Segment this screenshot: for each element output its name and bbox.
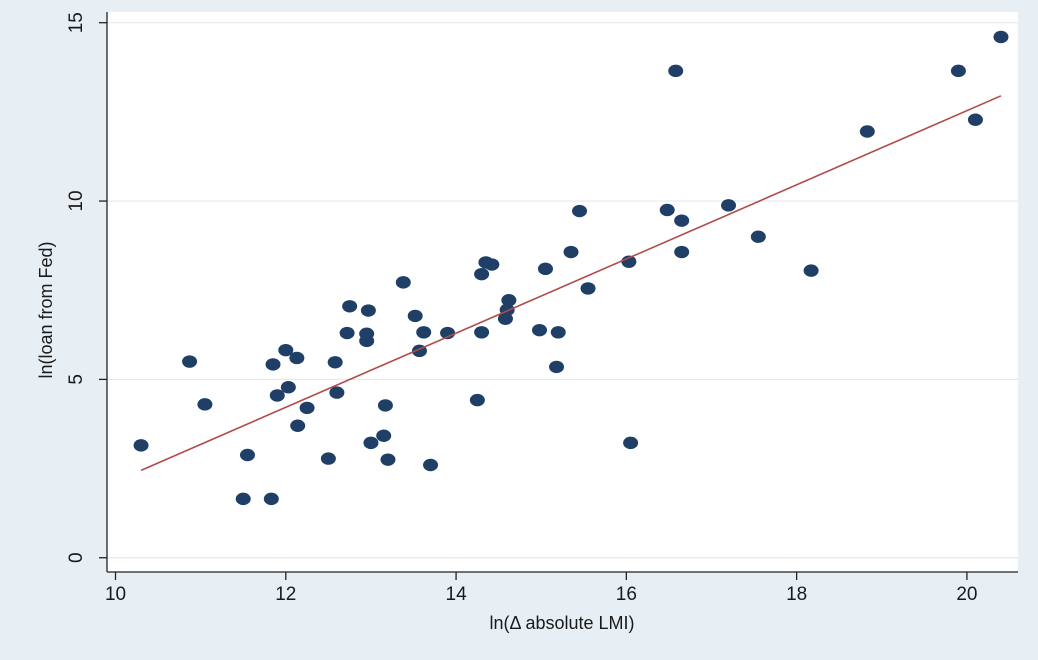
- data-point: [416, 326, 432, 339]
- x-axis-title: ln(Δ absolute LMI): [489, 613, 634, 633]
- data-point: [280, 381, 296, 394]
- data-point: [993, 30, 1009, 44]
- data-point: [363, 436, 379, 450]
- data-point: [474, 326, 490, 339]
- data-point: [299, 401, 315, 415]
- data-point: [501, 294, 517, 307]
- data-point: [239, 448, 255, 462]
- data-point: [580, 282, 596, 295]
- data-point: [549, 360, 565, 374]
- data-point: [182, 355, 198, 368]
- data-point: [474, 267, 490, 281]
- data-point: [550, 326, 566, 339]
- data-point: [469, 393, 485, 407]
- x-tick-label: 16: [616, 584, 637, 605]
- data-point: [377, 399, 393, 412]
- data-point: [484, 258, 500, 271]
- y-tick-label: 0: [66, 552, 87, 563]
- x-axis-ticks: 10 12 14 16 18 20: [105, 572, 977, 605]
- data-point: [380, 453, 396, 466]
- data-point: [197, 398, 213, 411]
- data-point: [537, 262, 553, 276]
- data-point: [563, 245, 579, 259]
- plot-area: [107, 12, 1018, 572]
- data-point: [359, 327, 375, 340]
- x-tick-label: 20: [956, 584, 977, 605]
- gridlines: [107, 22, 1018, 559]
- data-point: [320, 452, 336, 465]
- data-point: [623, 436, 639, 450]
- data-point: [395, 276, 411, 289]
- data-point: [269, 389, 285, 402]
- data-point: [674, 214, 690, 227]
- x-tick-label: 18: [786, 584, 807, 605]
- data-point: [327, 356, 343, 369]
- x-tick-label: 10: [105, 584, 126, 605]
- data-point: [967, 113, 983, 126]
- data-point: [750, 230, 766, 243]
- y-axis-ticks: 0 5 10 15: [66, 12, 107, 563]
- fitted-line: [140, 95, 1002, 472]
- data-point: [342, 300, 358, 313]
- data-point: [133, 439, 149, 452]
- data-points: [133, 30, 1009, 506]
- y-axis-title: ln(loan from Fed): [36, 241, 56, 378]
- x-tick-label: 12: [275, 584, 296, 605]
- data-point: [668, 64, 684, 78]
- data-point: [572, 204, 588, 218]
- data-point: [621, 255, 637, 268]
- data-point: [235, 492, 251, 506]
- data-point: [289, 351, 305, 365]
- data-point: [950, 64, 966, 78]
- data-point: [265, 358, 281, 371]
- data-point: [329, 386, 345, 399]
- data-point: [376, 429, 392, 442]
- data-point: [721, 199, 737, 212]
- data-point: [659, 203, 675, 217]
- data-point: [859, 125, 875, 138]
- data-point: [360, 304, 376, 317]
- data-point: [674, 245, 690, 259]
- y-tick-label: 10: [66, 190, 87, 211]
- data-point: [440, 326, 456, 340]
- y-tick-label: 15: [66, 12, 87, 33]
- data-point: [803, 264, 819, 277]
- data-point: [278, 343, 294, 357]
- data-point: [290, 419, 306, 432]
- data-point: [339, 326, 355, 340]
- data-point: [407, 309, 423, 323]
- y-tick-label: 5: [66, 374, 87, 385]
- data-point: [532, 323, 548, 337]
- data-point: [423, 458, 439, 472]
- data-point: [263, 492, 279, 506]
- x-tick-label: 14: [446, 584, 468, 605]
